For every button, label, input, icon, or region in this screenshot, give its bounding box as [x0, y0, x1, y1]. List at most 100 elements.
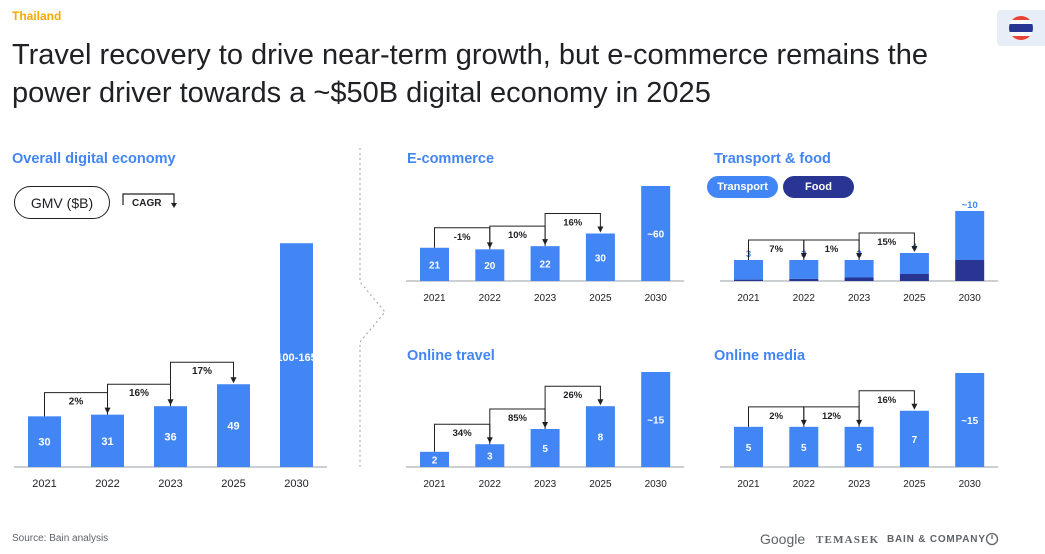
online_travel-tick-label-2022: 2022 [479, 479, 502, 490]
online_media-tick-label-2022: 2022 [793, 479, 816, 490]
overall-value-label-2025: 49 [227, 421, 239, 433]
transport_food-tick-label-2022: 2022 [793, 293, 816, 304]
section-title-transport-food: Transport & food [714, 151, 831, 167]
ecommerce-value-label-2030: ~60 [647, 230, 664, 241]
section-title-online-media: Online media [714, 348, 806, 364]
transport_food-bar-transport-2021 [734, 279, 763, 281]
online_travel-bar-2022 [475, 444, 505, 467]
ecommerce-cagr-arrowhead-2 [597, 226, 604, 233]
flag-tab [997, 10, 1045, 46]
transport_food-cagr-arrow-2 [858, 232, 915, 260]
ecommerce-cagr-label-1: 10% [508, 230, 528, 241]
overall-tick-label-2022: 2022 [95, 478, 119, 490]
online_media-bar-2021 [734, 426, 763, 467]
transport_food-cagr-label-1: 1% [825, 244, 839, 255]
online_media-cagr-label-0: 2% [769, 411, 783, 422]
page-title: Travel recovery to drive near-term growt… [12, 39, 928, 109]
ecommerce-bar-2025 [585, 233, 615, 281]
transport_food-bar-food-2030 [955, 211, 985, 260]
transport_food-cagr-arrowhead-2 [911, 246, 918, 252]
transport_food-tick-label-2025: 2025 [903, 293, 926, 304]
overall-value-label-2023: 36 [164, 432, 176, 444]
overall-bar-2023 [154, 406, 187, 467]
online_travel-value-label-2021: 2 [432, 455, 438, 466]
transport_food-bar-transport-2022 [789, 278, 819, 281]
transport_food-cagr-label-0: 7% [769, 244, 783, 255]
gmv-unit-pill: GMV ($B) [14, 186, 110, 219]
overall-cagr-arrowhead-2 [230, 377, 237, 384]
online_media-tick-label-2030: 2030 [959, 479, 982, 490]
ecommerce-cagr-label-2: 16% [563, 218, 583, 229]
overall-tick-label-2025: 2025 [221, 478, 245, 490]
transport_food-bar-transport-2023 [844, 277, 874, 281]
transport_food-bar-food-2023 [844, 260, 874, 278]
overall-cagr-arrow-2 [170, 361, 234, 407]
legend-food: Food [783, 176, 854, 198]
online_travel-value-label-2025: 8 [598, 433, 604, 444]
overall-cagr-label-0: 2% [69, 397, 84, 408]
ecommerce-bar-2021 [420, 247, 449, 281]
overall-value-label-2022: 31 [101, 436, 113, 448]
overall-cagr-label-2: 17% [192, 366, 212, 377]
online_travel-cagr-arrowhead-2 [597, 399, 604, 406]
section-title-overall: Overall digital economy [12, 151, 176, 167]
bain-mark-icon [985, 532, 999, 546]
online_travel-tick-label-2025: 2025 [589, 479, 612, 490]
source-note: Source: Bain analysis [12, 533, 109, 544]
overall-tick-label-2021: 2021 [32, 478, 56, 490]
overall-tick-label-2030: 2030 [284, 478, 308, 490]
ecommerce-bar-2030 [641, 186, 671, 281]
online_media-value-label-2030: ~15 [961, 416, 978, 427]
country-label: Thailand [12, 9, 62, 23]
overall-value-label-2021: 30 [38, 437, 50, 449]
online_media-value-label-2025: 7 [912, 435, 918, 446]
overall-tick-label-2023: 2023 [158, 478, 182, 490]
ecommerce-value-label-2025: 30 [595, 253, 607, 264]
ecommerce-bar-2023 [530, 246, 560, 281]
ecommerce-value-label-2022: 20 [484, 261, 496, 272]
online_travel-tick-label-2023: 2023 [534, 479, 557, 490]
cagr-legend-label: CAGR [132, 198, 162, 209]
overall-cagr-label-1: 16% [129, 388, 149, 399]
transport_food-tick-label-2021: 2021 [737, 293, 760, 304]
online_media-value-label-2023: 5 [856, 443, 862, 454]
overall-bar-2030 [280, 243, 313, 467]
online_travel-bar-2023 [530, 429, 560, 467]
ecommerce-value-label-2021: 21 [429, 260, 441, 271]
online_media-cagr-label-2: 16% [877, 395, 897, 406]
ecommerce-tick-label-2022: 2022 [479, 293, 502, 304]
legend-transport: Transport [707, 176, 778, 198]
online_travel-cagr-label-1: 85% [508, 413, 528, 424]
online_media-bar-2023 [844, 426, 874, 467]
thailand-flag-icon [1009, 16, 1033, 40]
ecommerce-tick-label-2025: 2025 [589, 293, 612, 304]
online_media-tick-label-2023: 2023 [848, 479, 871, 490]
transport_food-bar-transport-2025 [899, 274, 929, 281]
transport_food-bar-food-2022 [789, 260, 819, 279]
online_media-tick-label-2021: 2021 [737, 479, 760, 490]
cagr-arrow-icon [122, 193, 177, 208]
ecommerce-bar-2022 [475, 249, 505, 281]
online_travel-bar-2030 [641, 372, 671, 467]
transport_food-bar-food-2025 [899, 253, 929, 274]
ecommerce-tick-label-2023: 2023 [534, 293, 557, 304]
overall-value-label-2030: 100-165 [276, 352, 316, 364]
section-divider [359, 148, 386, 468]
online_travel-value-label-2030: ~15 [647, 416, 664, 427]
online_travel-value-label-2023: 5 [542, 444, 548, 455]
online_travel-cagr-arrow-2 [544, 385, 601, 429]
ecommerce-tick-label-2021: 2021 [423, 293, 446, 304]
online_media-cagr-label-1: 12% [822, 411, 842, 422]
online_media-tick-label-2025: 2025 [903, 479, 926, 490]
online_travel-tick-label-2030: 2030 [645, 479, 668, 490]
transport_food-bar-transport-2030 [955, 260, 985, 281]
overall-bar-2022 [91, 414, 124, 467]
ecommerce-cagr-label-0: -1% [454, 232, 471, 243]
online_media-bar-2030 [955, 373, 985, 467]
online_media-value-label-2021: 5 [746, 443, 752, 454]
online_media-bar-2025 [899, 410, 929, 467]
transport_food-value-label-2030: ~10 [962, 200, 978, 211]
temasek-logo: TEMASEK [816, 534, 880, 546]
bain-logo: BAIN & COMPANY [887, 534, 986, 545]
